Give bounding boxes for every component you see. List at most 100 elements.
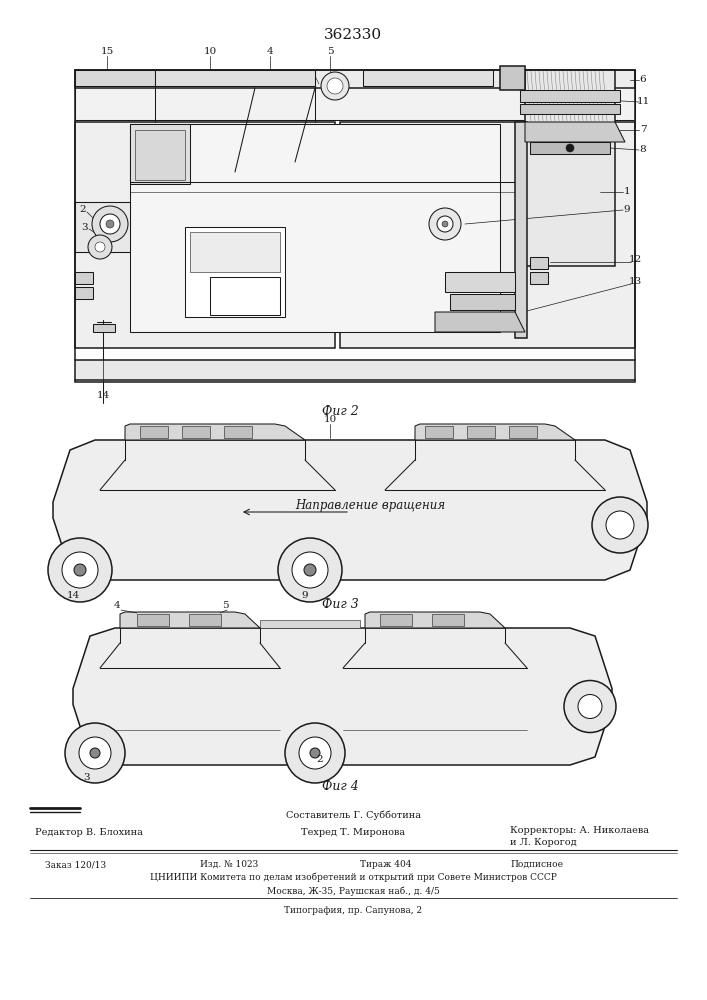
Polygon shape: [53, 440, 647, 580]
Bar: [450, 294, 515, 310]
Circle shape: [321, 72, 349, 100]
Text: 10: 10: [204, 47, 216, 56]
Circle shape: [92, 206, 128, 242]
Text: Фиг 3: Фиг 3: [322, 598, 358, 611]
Text: Корректоры: А. Николаева: Корректоры: А. Николаева: [510, 826, 649, 835]
Polygon shape: [525, 122, 625, 142]
Text: Фиг 4: Фиг 4: [322, 780, 358, 793]
Bar: [130, 124, 500, 332]
Text: 5: 5: [222, 601, 228, 610]
Text: и Л. Корогод: и Л. Корогод: [510, 838, 577, 847]
Circle shape: [592, 497, 648, 553]
Polygon shape: [125, 424, 305, 440]
Circle shape: [442, 221, 448, 227]
Polygon shape: [73, 628, 612, 765]
Text: 2: 2: [80, 206, 86, 215]
Bar: [224, 426, 252, 438]
Text: 5: 5: [327, 47, 333, 56]
Text: Типография, пр. Сапунова, 2: Типография, пр. Сапунова, 2: [284, 906, 422, 915]
Circle shape: [278, 538, 342, 602]
Circle shape: [95, 242, 105, 252]
Bar: [530, 272, 548, 284]
Circle shape: [437, 216, 453, 232]
Bar: [363, 70, 493, 86]
Bar: [130, 124, 190, 184]
Bar: [530, 142, 610, 154]
Bar: [425, 426, 453, 438]
Text: 1: 1: [624, 188, 631, 196]
Bar: [467, 426, 495, 438]
Bar: [380, 614, 412, 626]
Polygon shape: [435, 312, 525, 332]
Text: 14: 14: [96, 391, 110, 400]
Circle shape: [74, 564, 86, 576]
Bar: [75, 122, 335, 348]
Text: 4: 4: [114, 601, 120, 610]
Circle shape: [285, 723, 345, 783]
Circle shape: [90, 748, 100, 758]
Circle shape: [429, 208, 461, 240]
Bar: [445, 272, 515, 292]
Text: 2: 2: [317, 756, 323, 764]
Text: 4: 4: [267, 47, 274, 56]
Text: 7: 7: [640, 125, 646, 134]
Text: Редактор В. Блохина: Редактор В. Блохина: [35, 828, 143, 837]
Bar: [515, 122, 527, 338]
Circle shape: [566, 144, 574, 152]
Polygon shape: [415, 424, 575, 440]
Text: 6: 6: [640, 76, 646, 85]
Bar: [500, 66, 525, 90]
Bar: [520, 104, 620, 114]
Bar: [432, 614, 464, 626]
Text: 9: 9: [624, 206, 631, 215]
Bar: [75, 272, 93, 284]
Circle shape: [79, 737, 111, 769]
Circle shape: [106, 220, 114, 228]
Text: 12: 12: [629, 255, 642, 264]
Text: 15: 15: [100, 47, 114, 56]
Text: Направление вращения: Направление вращения: [295, 498, 445, 512]
Text: 8: 8: [640, 145, 646, 154]
Text: 3: 3: [83, 772, 90, 782]
Bar: [182, 426, 210, 438]
Bar: [530, 257, 548, 269]
Text: Подписное: Подписное: [510, 860, 563, 869]
Bar: [140, 426, 168, 438]
Text: 14: 14: [66, 590, 80, 599]
Circle shape: [100, 214, 120, 234]
Bar: [190, 232, 280, 272]
Circle shape: [578, 694, 602, 718]
Circle shape: [564, 680, 616, 732]
Bar: [189, 614, 221, 626]
Bar: [210, 277, 280, 315]
Circle shape: [327, 78, 343, 94]
Text: Москва, Ж-35, Раушская наб., д. 4/5: Москва, Ж-35, Раушская наб., д. 4/5: [267, 886, 440, 896]
Text: 362330: 362330: [324, 28, 382, 42]
Bar: [75, 202, 130, 252]
Text: 13: 13: [629, 277, 642, 286]
Text: 10: 10: [323, 416, 337, 424]
Circle shape: [304, 564, 316, 576]
Text: 3: 3: [82, 223, 88, 232]
Text: 11: 11: [636, 98, 650, 106]
Circle shape: [88, 235, 112, 259]
Bar: [75, 360, 635, 382]
Bar: [93, 324, 115, 332]
Text: Заказ 120/13: Заказ 120/13: [45, 860, 106, 869]
Bar: [135, 130, 185, 180]
Bar: [75, 70, 155, 86]
Bar: [340, 122, 635, 348]
Bar: [520, 90, 620, 102]
Text: Составитель Г. Субботина: Составитель Г. Субботина: [286, 810, 421, 820]
Bar: [75, 287, 93, 299]
Circle shape: [62, 552, 98, 588]
Circle shape: [292, 552, 328, 588]
Bar: [509, 426, 537, 438]
Circle shape: [299, 737, 331, 769]
Polygon shape: [365, 612, 505, 628]
Bar: [260, 620, 360, 628]
Bar: [185, 227, 285, 317]
Circle shape: [65, 723, 125, 783]
Circle shape: [310, 748, 320, 758]
Circle shape: [48, 538, 112, 602]
